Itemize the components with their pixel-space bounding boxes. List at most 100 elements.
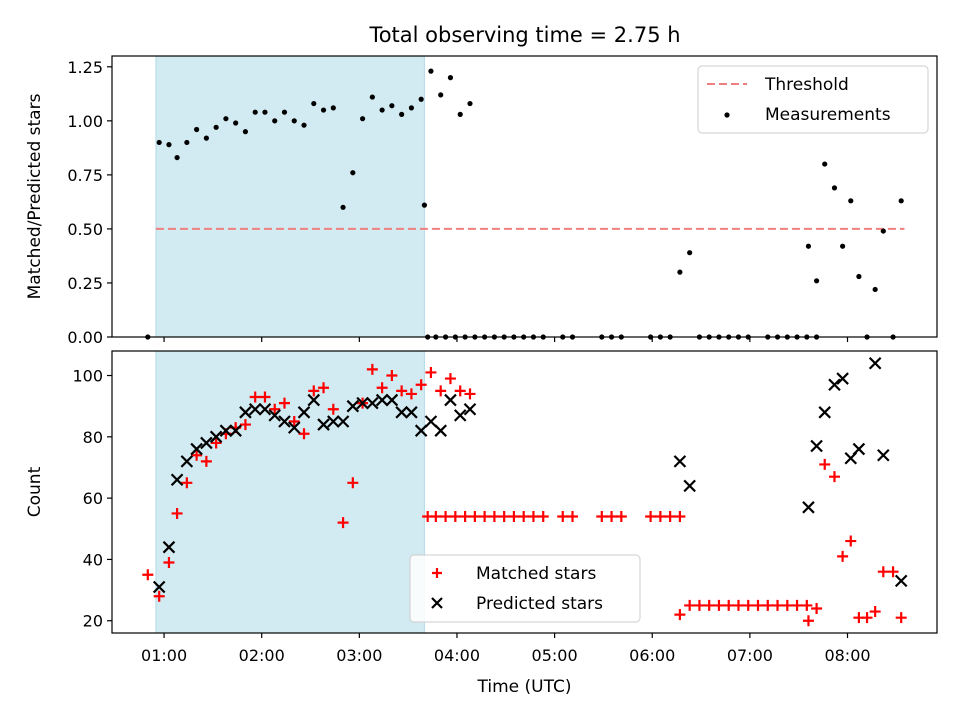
matched-star-point (181, 477, 193, 489)
measurement-point (399, 111, 405, 117)
predicted-star-point (463, 402, 477, 416)
matched-star-point (191, 449, 203, 461)
y-tick-label: 0.00 (67, 328, 103, 347)
matched-star-point (142, 569, 154, 581)
measurement-point (184, 139, 190, 146)
matched-star-point (210, 437, 222, 449)
predicted-star-point (170, 473, 184, 487)
matched-star-point (802, 615, 814, 627)
predicted-star-point (802, 501, 815, 514)
matched-star-point (752, 599, 764, 611)
measurement-point (166, 142, 172, 148)
matched-star-point (288, 416, 300, 427)
predicted-star-point (200, 436, 213, 450)
matched-star-point (703, 599, 715, 611)
predicted-star-point (868, 356, 882, 370)
x-tick-label: 03:00 (336, 646, 382, 665)
measurement-point (840, 243, 846, 249)
measurement-point (340, 204, 346, 210)
matched-star-point (337, 517, 349, 529)
matched-star-point (732, 599, 744, 611)
x-tick-label: 06:00 (629, 646, 675, 665)
measurement-point (233, 120, 239, 126)
measurement-point (467, 100, 473, 107)
measurement-point (262, 109, 268, 115)
y-tick-label: 40 (83, 550, 103, 569)
predicted-star-point (414, 424, 428, 437)
predicted-star-point (894, 574, 908, 588)
x-tick-label: 01:00 (141, 646, 187, 665)
y-tick-label: 20 (83, 612, 103, 631)
matched-star-point (772, 599, 784, 611)
predicted-star-point (852, 442, 866, 456)
matched-star-point (527, 511, 539, 523)
matched-star-point (615, 511, 627, 523)
predicted-star-point (356, 396, 369, 410)
x-tick-label: 08:00 (824, 646, 870, 665)
matched-star-point (861, 612, 873, 624)
matched-star-point (693, 599, 705, 611)
shaded-span (155, 350, 425, 634)
matched-star-point (819, 458, 831, 470)
y-tick-label: 60 (83, 489, 103, 508)
predicted-star-point (434, 424, 447, 437)
matched-star-point (596, 511, 608, 523)
legend-measurements-swatch (724, 112, 730, 118)
matched-star-point (537, 511, 549, 523)
matched-star-point (430, 511, 442, 523)
matched-star-point (459, 511, 471, 523)
y-tick-label: 1.25 (67, 58, 103, 77)
measurement-point (301, 122, 307, 128)
legend-predicted-label: Predicted stars (476, 594, 603, 614)
matched-star-point (239, 419, 251, 431)
predicted-star-point (385, 393, 399, 407)
predicted-star-point (162, 540, 176, 554)
matched-star-point (742, 599, 754, 611)
measurement-point (421, 202, 428, 208)
measurement-point (330, 105, 336, 111)
measurement-point (447, 75, 454, 81)
matched-star-point (366, 363, 378, 375)
top-panel: 0.00 0.25 0.50 0.75 1.00 1.25 Matched/Predicte… (25, 55, 938, 347)
x-tick-label: 02:00 (239, 646, 285, 665)
matched-star-point (444, 373, 456, 385)
measurement-point (359, 116, 366, 122)
predicted-star-point (366, 396, 379, 410)
matched-star-point (498, 511, 510, 523)
measurement-point (242, 129, 249, 135)
measurement-point (223, 116, 229, 122)
matched-star-point (425, 366, 437, 378)
legend-threshold-label: Threshold (764, 75, 849, 95)
measurement-point (174, 154, 180, 161)
predicted-star-point (239, 406, 252, 419)
predicted-star-point (395, 406, 408, 419)
measurement-point (281, 109, 288, 115)
measurement-point (408, 105, 415, 111)
measurement-point (272, 118, 278, 124)
matched-star-point (837, 550, 849, 562)
axes-frame (111, 55, 938, 338)
chart-title: Total observing time = 2.75 h (368, 23, 680, 47)
matched-star-point (327, 403, 339, 415)
matched-star-point (895, 612, 907, 624)
measurement-point (252, 109, 258, 115)
legend-bottom: Matched stars Predicted stars (409, 554, 641, 623)
matched-star-point (454, 385, 466, 397)
matched-star-point (869, 606, 881, 618)
matched-star-point (664, 511, 676, 523)
legend-measurements-label: Measurements (765, 105, 891, 125)
matched-star-point (278, 397, 290, 409)
matched-star-point (518, 511, 530, 523)
predicted-star-point (673, 455, 687, 468)
predicted-star-point (297, 406, 311, 419)
predicted-star-point (336, 415, 350, 428)
measurement-point (389, 103, 395, 109)
measurement-point (872, 286, 878, 293)
predicted-star-point (375, 393, 389, 407)
measurement-point (418, 96, 424, 102)
legend-frame (697, 65, 929, 134)
legend-matched-swatch (432, 568, 442, 578)
matched-star-point (781, 599, 793, 611)
measurement-point (438, 92, 444, 98)
matched-star-point (153, 590, 165, 602)
